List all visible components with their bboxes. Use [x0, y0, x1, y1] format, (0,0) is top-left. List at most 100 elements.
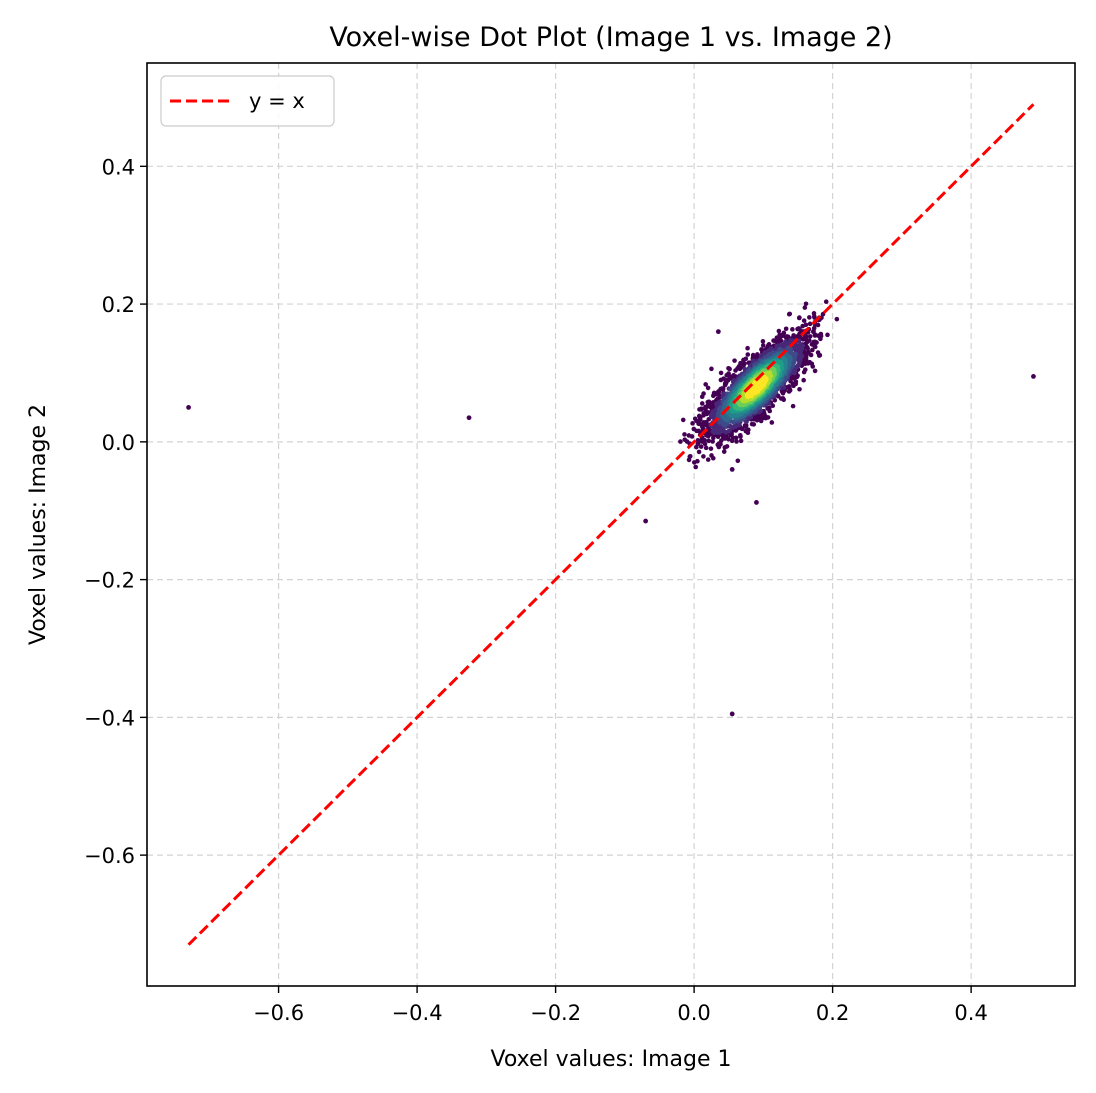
cluster-point-127	[760, 343, 766, 348]
chart-title: Voxel-wise Dot Plot (Image 1 vs. Image 2…	[329, 22, 892, 53]
cluster-point-107	[743, 356, 749, 362]
cluster-point-19	[678, 439, 683, 444]
cluster-point-7	[786, 311, 792, 317]
cluster-point-2	[790, 403, 796, 409]
outlier-point-4	[754, 500, 759, 505]
y-axis-ticks: −0.6 −0.4 −0.2 0.0 0.2 0.4	[84, 155, 147, 868]
cluster-point-10	[769, 420, 775, 425]
cluster-point-15	[718, 370, 724, 376]
cluster-point-433	[789, 375, 794, 380]
cluster-point-42	[727, 366, 732, 372]
outlier-point-7	[729, 466, 735, 472]
outlier-point-5	[1031, 374, 1036, 379]
cluster-point-61	[760, 339, 766, 344]
x-tick-label-2: −0.2	[530, 1001, 581, 1025]
x-tick-label-3: 0.0	[677, 1001, 710, 1025]
cluster-point-24	[797, 386, 802, 392]
cluster-point-39	[709, 453, 714, 458]
cluster-point-235	[710, 439, 715, 444]
cluster-point-84	[689, 434, 695, 439]
y-tick-label-1: −0.4	[84, 706, 135, 730]
x-tick-label-5: 0.4	[954, 1001, 987, 1025]
cluster-point-16	[812, 368, 818, 374]
legend-box	[160, 75, 335, 127]
y-tick-label-3: 0.0	[102, 431, 135, 455]
cluster-point-326	[742, 423, 748, 428]
cluster-point-14	[705, 385, 711, 391]
cluster-point-5	[823, 299, 829, 305]
cluster-point-0	[735, 458, 741, 464]
cluster-point-31	[721, 449, 727, 454]
cluster-point-34	[796, 315, 802, 321]
reference-line-group	[187, 103, 1035, 946]
cluster-point-94	[807, 321, 813, 327]
cluster-point-232	[807, 334, 813, 339]
cluster-point-245	[737, 366, 743, 372]
cluster-point-100	[708, 446, 714, 451]
cluster-point-4	[703, 382, 708, 387]
cluster-point-65	[776, 328, 782, 334]
legend-label-y-equals-x: y = x	[249, 89, 305, 113]
cluster-point-424	[752, 414, 757, 420]
cluster-point-49	[807, 315, 812, 320]
x-tick-label-1: −0.4	[392, 1001, 443, 1025]
cluster-point-223	[809, 342, 815, 347]
x-tick-label-0: −0.6	[253, 1001, 304, 1025]
cluster-point-374	[779, 389, 785, 394]
cluster-point-46	[801, 377, 806, 383]
cluster-point-73	[696, 449, 702, 455]
cluster-point-9	[802, 305, 808, 310]
cluster-point-353	[788, 378, 793, 384]
cluster-point-192	[810, 347, 815, 353]
cluster-point-81	[783, 326, 789, 332]
outlier-point-1	[466, 415, 472, 421]
cluster-point-295	[720, 386, 726, 392]
cluster-point-149	[697, 417, 703, 423]
cluster-point-137	[790, 327, 795, 332]
cluster-point-248	[722, 382, 728, 388]
outlier-point-6	[715, 329, 721, 335]
cluster-point-38	[825, 332, 830, 338]
cluster-point-67	[801, 318, 807, 323]
cluster-point-26	[695, 458, 700, 464]
cluster-point-393	[706, 416, 712, 422]
outlier-point-0	[186, 405, 191, 410]
reference-line-y-equals-x	[187, 103, 1035, 946]
x-axis-label: Voxel values: Image 1	[491, 1047, 732, 1072]
cluster-point-119	[800, 323, 805, 329]
cluster-point-116	[743, 428, 749, 434]
cluster-point-17	[699, 394, 705, 400]
x-tick-label-4: 0.2	[816, 1001, 849, 1025]
cluster-point-2594	[754, 384, 759, 390]
y-tick-label-4: 0.2	[102, 293, 135, 317]
cluster-point-57	[734, 439, 739, 444]
cluster-point-30	[682, 432, 687, 437]
cluster-point-36	[687, 453, 693, 459]
cluster-point-158	[810, 329, 816, 335]
legend: y = x	[160, 75, 335, 127]
x-axis-ticks: −0.6 −0.4 −0.2 0.0 0.2 0.4	[253, 986, 988, 1025]
cluster-point-121	[802, 367, 808, 372]
cluster-point-18	[745, 345, 750, 351]
cluster-point-303	[706, 410, 711, 415]
cluster-point-211	[716, 389, 722, 395]
cluster-point-23	[705, 457, 711, 462]
cluster-point-199	[749, 421, 755, 427]
cluster-point-11	[693, 464, 699, 470]
cluster-point-20	[732, 358, 737, 363]
scatter-points	[186, 299, 1036, 717]
y-axis-label: Voxel values: Image 2	[26, 404, 51, 645]
cluster-point-3	[803, 301, 809, 307]
cluster-point-51	[812, 315, 817, 320]
cluster-point-68	[815, 350, 821, 355]
cluster-point-161	[812, 333, 818, 338]
cluster-point-113	[703, 445, 709, 451]
y-tick-label-2: −0.2	[84, 569, 135, 593]
outlier-point-3	[729, 711, 735, 717]
grid-lines	[147, 63, 1075, 986]
cluster-point-105	[738, 432, 743, 438]
cluster-point-47	[701, 454, 706, 459]
cluster-point-1	[709, 366, 714, 372]
cluster-point-163	[733, 368, 738, 373]
